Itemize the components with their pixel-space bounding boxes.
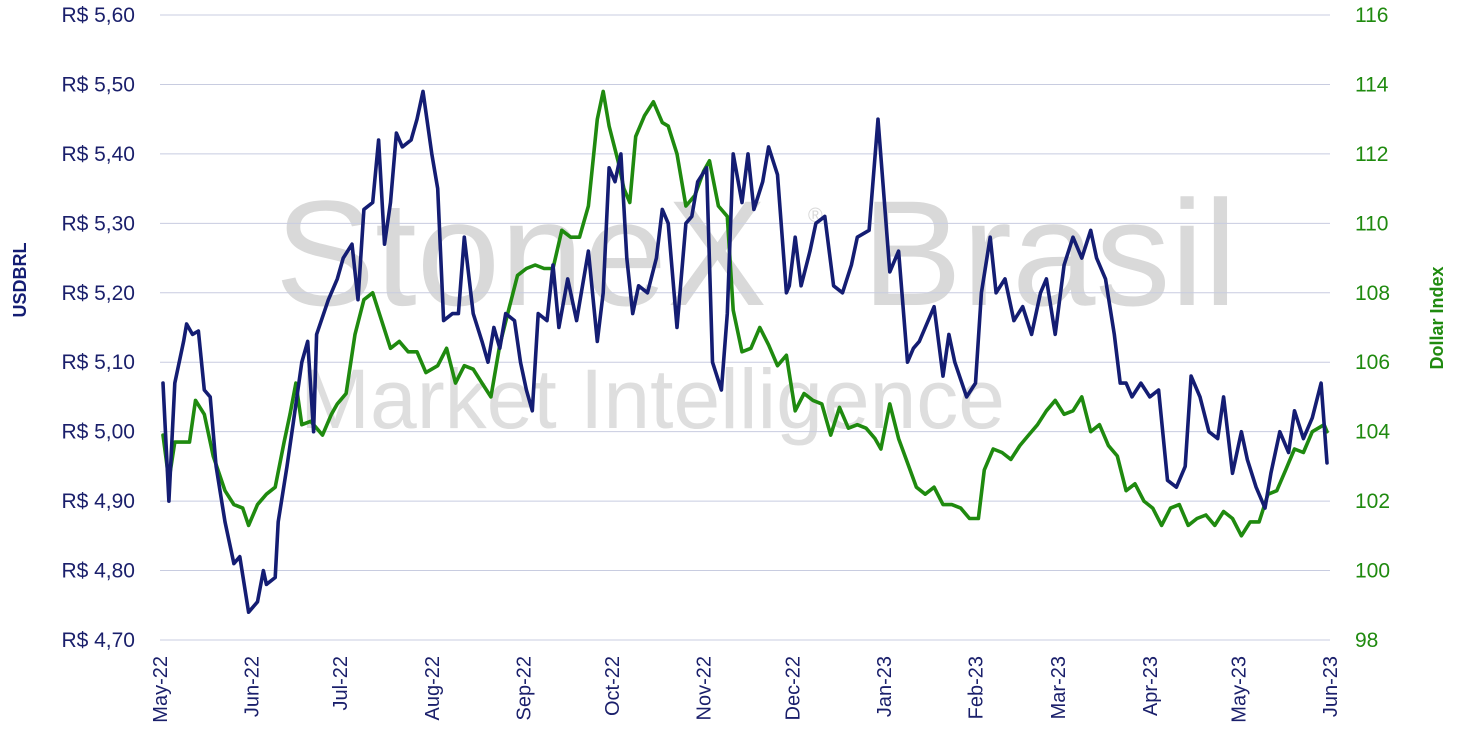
x-tick-label: Sep-22 xyxy=(513,656,535,721)
watermark-tagline: Market Intelligence xyxy=(300,352,1005,446)
dollar-index-series-line xyxy=(161,89,1329,538)
series-lines xyxy=(161,89,1329,614)
usdbrl-series-line xyxy=(161,89,1329,614)
right-y-tick-label: 116 xyxy=(1355,4,1388,27)
right-y-axis-ticks: 98 100 102 104 106 108 110 112 114 116 xyxy=(1355,4,1390,652)
x-tick-label: Mar-23 xyxy=(1048,656,1070,719)
left-y-tick-label: R$ 4,80 xyxy=(61,560,135,583)
left-y-tick-label: R$ 5,20 xyxy=(61,282,135,305)
gridlines xyxy=(160,14,1330,641)
right-y-tick-label: 98 xyxy=(1355,629,1378,652)
x-tick-label: Feb-23 xyxy=(965,656,987,719)
x-tick-label: May-23 xyxy=(1228,656,1250,723)
watermark-suffix: Brasil xyxy=(862,169,1237,337)
x-tick-label: Oct-22 xyxy=(602,656,624,716)
right-y-axis-title: Dollar Index xyxy=(1427,266,1447,369)
x-tick-label: Dec-22 xyxy=(782,656,804,720)
left-y-tick-label: R$ 5,40 xyxy=(61,143,135,166)
left-y-tick-label: R$ 4,90 xyxy=(61,490,135,513)
x-tick-label: Jun-22 xyxy=(242,656,264,717)
watermark-brand: StoneX xyxy=(275,169,767,337)
x-tick-label: Apr-23 xyxy=(1140,656,1162,716)
left-y-tick-label: R$ 5,10 xyxy=(61,351,135,374)
left-y-axis-title: USDBRL xyxy=(10,242,30,317)
right-y-tick-label: 100 xyxy=(1355,560,1390,583)
x-tick-label: Jul-22 xyxy=(330,656,352,710)
right-y-tick-label: 110 xyxy=(1355,212,1388,235)
right-y-tick-label: 106 xyxy=(1355,351,1390,374)
right-y-tick-label: 104 xyxy=(1355,421,1390,444)
left-y-tick-label: R$ 5,50 xyxy=(61,73,135,96)
right-y-tick-label: 112 xyxy=(1355,143,1388,166)
left-y-axis-ticks: R$ 4,70 R$ 4,80 R$ 4,90 R$ 5,00 R$ 5,10 R$ 5,… xyxy=(61,4,135,652)
x-axis-ticks: May-22 Jun-22 Jul-22 Aug-22 Sep-22 Oct-22 Nov-… xyxy=(150,656,1342,723)
right-y-tick-label: 114 xyxy=(1355,73,1389,96)
x-tick-label: Nov-22 xyxy=(694,656,716,720)
left-y-tick-label: R$ 5,60 xyxy=(61,4,135,27)
left-y-tick-label: R$ 5,30 xyxy=(61,212,135,235)
left-y-tick-label: R$ 4,70 xyxy=(61,629,135,652)
x-tick-label: Aug-22 xyxy=(422,656,444,721)
left-y-tick-label: R$ 5,00 xyxy=(61,421,135,444)
right-y-tick-label: 108 xyxy=(1355,282,1390,305)
x-tick-label: Jun-23 xyxy=(1320,656,1342,717)
right-y-tick-label: 102 xyxy=(1355,490,1390,513)
x-tick-label: Jan-23 xyxy=(874,656,896,717)
x-tick-label: May-22 xyxy=(150,656,172,723)
watermark: StoneX ® Brasil Market Intelligence xyxy=(275,169,1237,446)
